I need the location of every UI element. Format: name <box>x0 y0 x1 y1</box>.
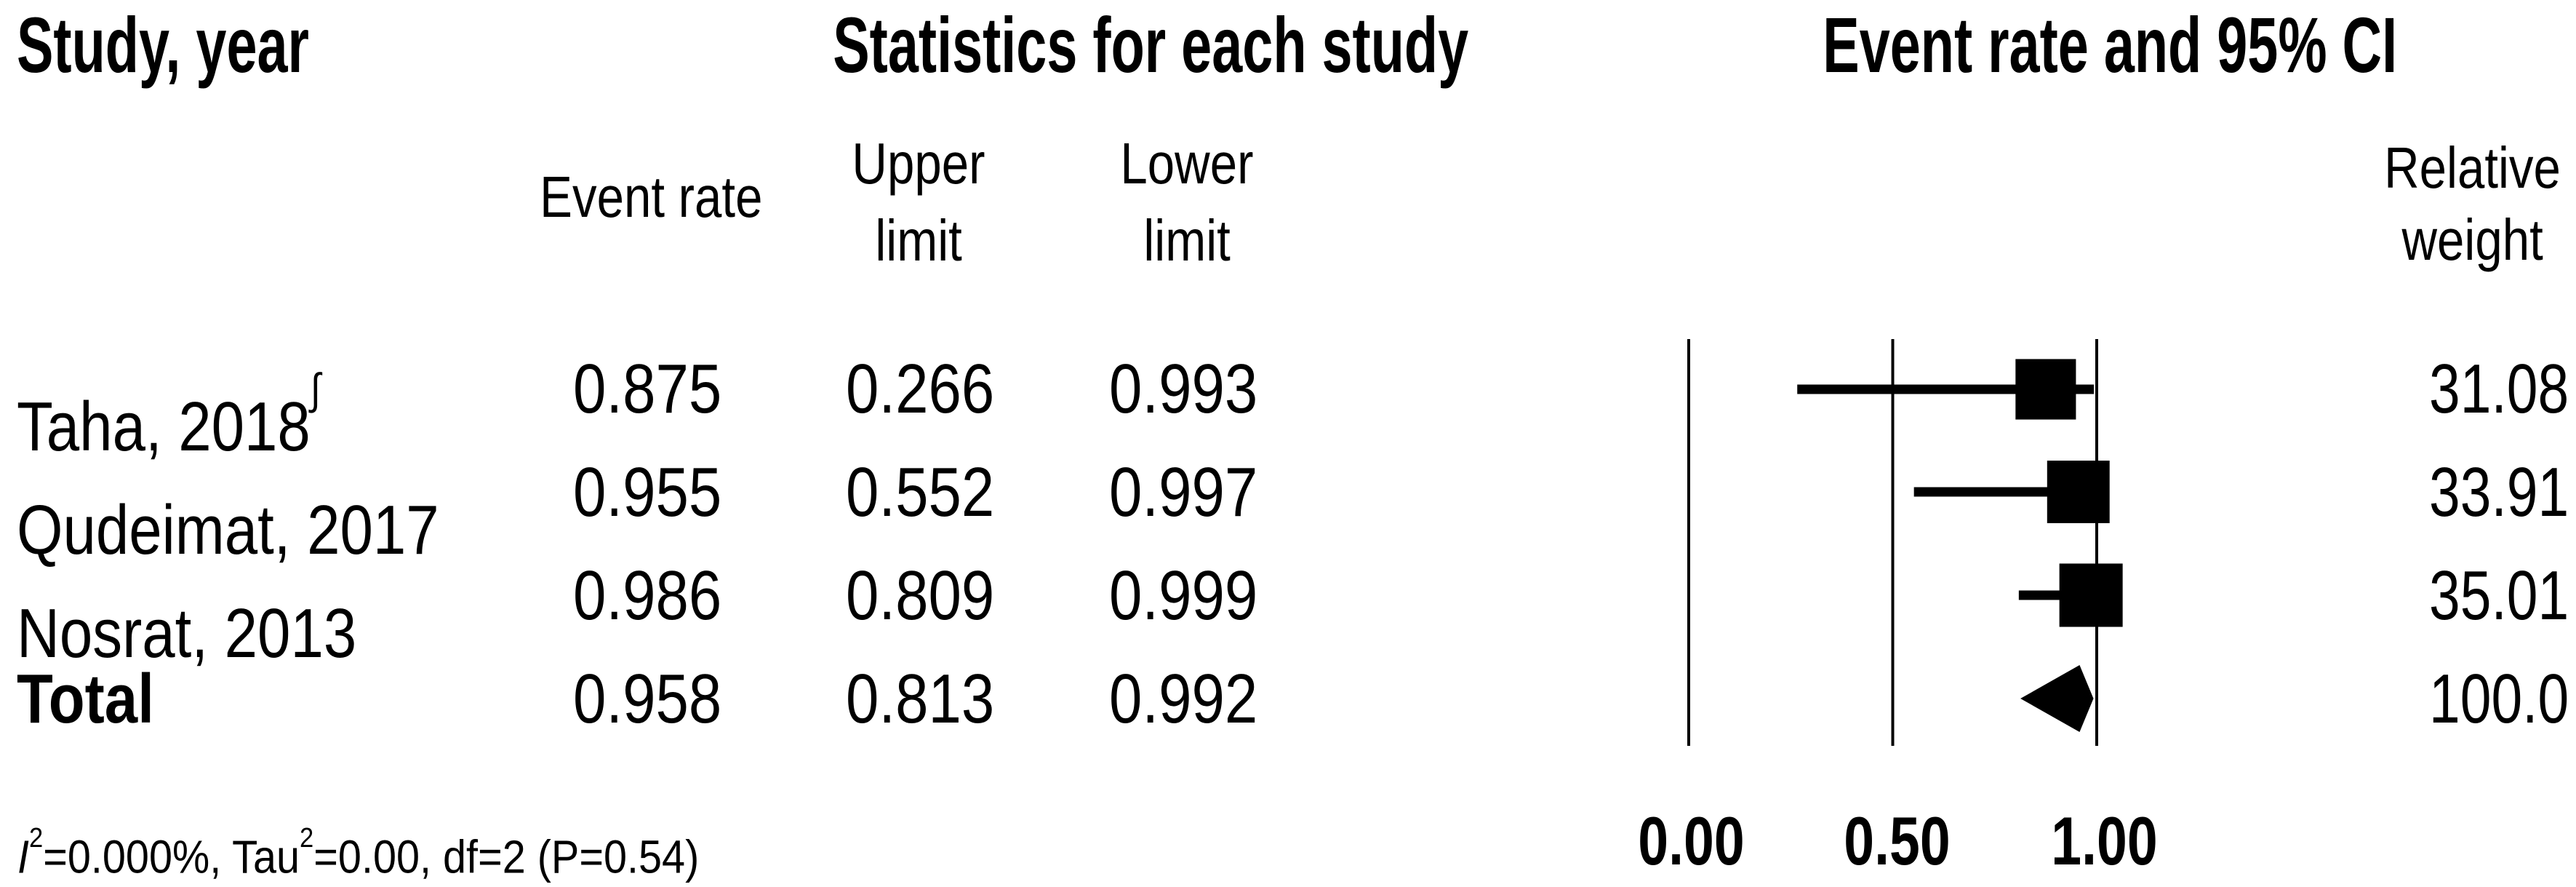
upper-limit-value: 0.266 <box>845 350 995 428</box>
lower-limit-value: 0.993 <box>1108 350 1258 428</box>
upper-limit-value: 0.552 <box>845 453 995 531</box>
subheader-event-rate: Event rate <box>539 164 763 229</box>
estimate-square <box>2047 461 2110 523</box>
column-header-statistics: Statistics for each study <box>833 1 1469 89</box>
subheader-lower-limit: Lower limit <box>1120 131 1254 273</box>
axis-tick-label: 0.50 <box>1843 803 1951 879</box>
event-rate-value: 0.955 <box>572 453 722 531</box>
heterogeneity-statistics: I2=0.000%, Tau2=0.00, df=2 (P=0.54) <box>17 822 700 883</box>
lower-limit-value: 0.992 <box>1108 660 1258 738</box>
study-label: Qudeimat, 2017 <box>17 490 439 569</box>
pooled-diamond <box>2020 665 2094 732</box>
relative-weight-value: 100.0 <box>2428 660 2569 738</box>
upper-limit-value: 0.809 <box>845 557 995 635</box>
subheader-upper-limit: Upper limit <box>852 131 985 273</box>
estimate-square <box>2015 359 2076 420</box>
study-label: Taha, 2018∫ <box>17 365 321 466</box>
column-header-event-rate-ci: Event rate and 95% CI <box>1823 1 2398 89</box>
column-header-study-year: Study, year <box>17 1 309 89</box>
axis-tick-label: 1.00 <box>2050 803 2158 879</box>
event-rate-value: 0.958 <box>572 660 722 738</box>
subheader-relative-weight: Relative weight <box>2384 135 2561 272</box>
total-label: Total <box>17 660 154 738</box>
lower-limit-value: 0.997 <box>1108 453 1258 531</box>
event-rate-value: 0.875 <box>572 350 722 428</box>
study-label: Nosrat, 2013 <box>17 594 357 672</box>
estimate-square <box>2059 563 2123 627</box>
lower-limit-value: 0.999 <box>1108 557 1258 635</box>
relative-weight-value: 35.01 <box>2428 557 2569 635</box>
event-rate-value: 0.986 <box>572 557 722 635</box>
relative-weight-value: 33.91 <box>2428 453 2569 531</box>
upper-limit-value: 0.813 <box>845 660 995 738</box>
relative-weight-value: 31.08 <box>2428 350 2569 428</box>
axis-tick-label: 0.00 <box>1637 803 1745 879</box>
study-footnote-mark: ∫ <box>310 365 321 413</box>
